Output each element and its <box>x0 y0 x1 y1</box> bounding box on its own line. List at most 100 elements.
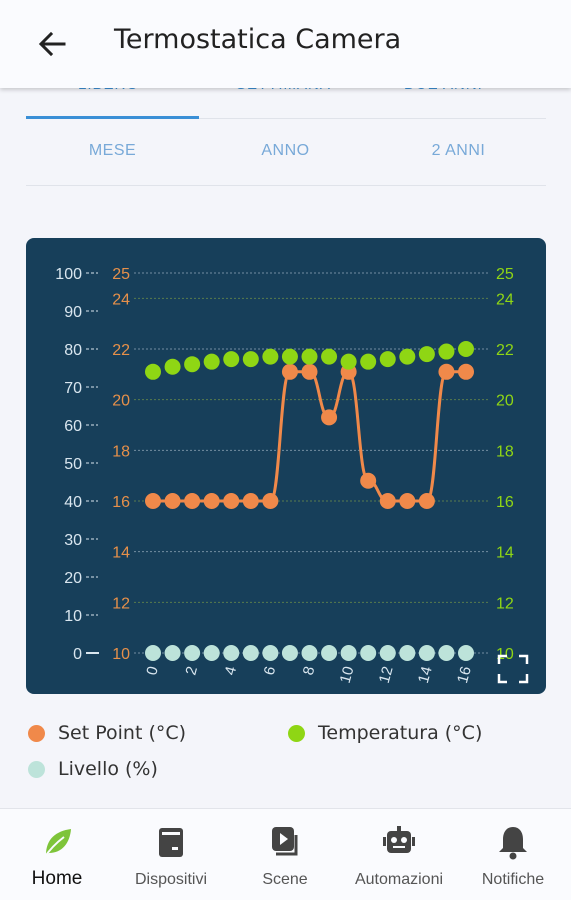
legend-dot <box>288 724 305 742</box>
nav-label: Home <box>31 868 83 889</box>
legend-dot <box>28 724 45 742</box>
y-tick-label-percent: 10 <box>64 608 82 625</box>
data-point <box>164 645 181 661</box>
data-point <box>438 645 455 661</box>
legend-label: Set Point (°C) <box>58 722 187 744</box>
fullscreen-icon <box>497 654 529 684</box>
y-tick-label-temperature: 12 <box>496 595 514 612</box>
data-point <box>321 348 338 365</box>
y-tick-label-setpoint: 10 <box>112 646 130 663</box>
series-line-set-point <box>153 370 466 503</box>
y-tick-label-temperature: 16 <box>496 494 514 511</box>
nav-automazioni[interactable]: Automazioni <box>342 809 456 900</box>
data-point <box>262 348 279 365</box>
data-point <box>438 343 455 360</box>
legend-temperatura[interactable]: Temperatura (°C) <box>288 722 482 744</box>
data-point <box>223 351 240 368</box>
data-point <box>360 645 377 661</box>
y-tick-label-setpoint: 12 <box>112 595 130 612</box>
y-tick-label-setpoint: 24 <box>112 291 130 308</box>
y-tick-label-temperature: 22 <box>496 342 514 359</box>
y-tick-label-percent: 80 <box>64 342 82 359</box>
x-tick-label: 12 <box>376 665 397 686</box>
y-tick-label-setpoint: 14 <box>112 545 130 562</box>
data-point <box>164 493 181 509</box>
legend-livello[interactable]: Livello (%) <box>28 758 158 780</box>
nav-notifiche[interactable]: Notifiche <box>456 809 570 900</box>
y-tick-label-percent: 90 <box>64 304 82 321</box>
data-point <box>379 645 396 661</box>
data-point <box>184 645 201 661</box>
data-point <box>281 645 298 661</box>
data-point <box>145 493 161 509</box>
nav-label: Automazioni <box>354 871 444 888</box>
data-point <box>321 645 338 661</box>
data-point <box>340 645 357 661</box>
data-point <box>145 363 161 380</box>
y-tick-label-percent: 70 <box>64 380 82 397</box>
app-bar: Termostatica Camera <box>0 0 571 88</box>
data-point <box>301 645 318 661</box>
data-point <box>164 358 181 375</box>
data-point <box>399 348 416 365</box>
legend-dot <box>28 760 45 778</box>
y-tick-label-temperature: 18 <box>496 443 514 460</box>
device-icon <box>159 828 183 857</box>
data-point <box>360 353 377 370</box>
data-point <box>145 645 161 661</box>
y-tick-label-setpoint: 25 <box>112 266 130 283</box>
x-tick-label: 0 <box>143 665 162 677</box>
data-point <box>184 356 201 373</box>
y-tick-label-percent: 60 <box>64 418 82 435</box>
data-point <box>184 493 201 509</box>
data-point <box>281 348 298 365</box>
tab-active-indicator <box>26 116 199 119</box>
data-point <box>379 351 396 368</box>
nav-home[interactable]: Home <box>0 809 114 900</box>
tab-anno[interactable]: ANNO <box>261 142 310 159</box>
data-point <box>203 493 220 509</box>
data-point <box>321 409 338 426</box>
data-point <box>418 493 435 509</box>
y-tick-label-percent: 50 <box>64 456 82 473</box>
data-point <box>242 645 259 661</box>
legend-set-point[interactable]: Set Point (°C) <box>28 722 186 744</box>
chart-legend: Set Point (°C) Temperatura (°C) Livello … <box>26 722 546 792</box>
y-tick-label-setpoint: 16 <box>112 494 130 511</box>
data-point <box>379 493 396 509</box>
tab-2-anni[interactable]: 2 ANNI <box>431 142 486 159</box>
y-tick-label-percent: 20 <box>64 570 82 587</box>
y-tick-label-setpoint: 22 <box>112 342 130 359</box>
back-button[interactable] <box>30 22 74 66</box>
y-tick-label-temperature: 20 <box>496 393 514 410</box>
data-point <box>360 472 377 489</box>
data-point <box>301 363 318 380</box>
data-point <box>399 493 416 509</box>
nav-scene[interactable]: Scene <box>228 809 342 900</box>
data-point <box>458 341 474 357</box>
chart-card: 0 10 20 30 40 50 60 70 80 90 100 10 10 12 12 14 14 16 16 18… <box>26 238 546 694</box>
tab-divider <box>26 118 546 119</box>
nav-label: Dispositivi <box>134 871 207 888</box>
data-point <box>242 351 259 368</box>
y-tick-label-temperature: 25 <box>496 266 514 283</box>
x-tick-label: 4 <box>222 665 241 677</box>
nav-label: Scene <box>262 871 308 888</box>
y-tick-label-temperature: 24 <box>496 291 514 308</box>
data-point <box>438 363 455 380</box>
page-title: Termostatica Camera <box>114 24 402 55</box>
nav-dispositivi[interactable]: Dispositivi <box>114 809 228 900</box>
data-point <box>223 645 240 661</box>
tab-mese[interactable]: MESE <box>88 142 137 159</box>
data-point <box>340 353 357 370</box>
bell-icon <box>499 827 527 860</box>
data-point <box>301 348 318 365</box>
data-point <box>418 346 435 363</box>
data-point <box>458 645 474 661</box>
y-tick-label-setpoint: 18 <box>112 443 130 460</box>
y-tick-label-percent: 30 <box>64 532 82 549</box>
x-tick-label: 10 <box>337 665 358 686</box>
y-tick-label-percent: 100 <box>55 266 82 283</box>
y-tick-label-temperature: 10 <box>496 646 514 663</box>
